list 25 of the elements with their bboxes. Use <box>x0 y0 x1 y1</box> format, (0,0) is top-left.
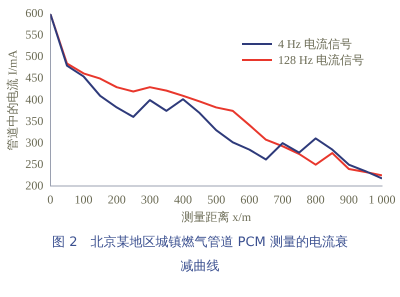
y-tick-label: 200 <box>25 178 44 192</box>
x-tick-label: 1 000 <box>368 192 396 207</box>
y-tick-label: 500 <box>25 49 44 64</box>
x-tick-label: 300 <box>140 192 159 207</box>
x-tick-label: 100 <box>74 192 93 207</box>
y-tick-label: 400 <box>25 92 44 106</box>
y-tick-label: 350 <box>25 114 44 128</box>
x-tick-label: 700 <box>274 192 292 207</box>
y-tick-label: 450 <box>25 70 44 85</box>
y-tick-label: 250 <box>25 156 44 171</box>
x-tick-label: 200 <box>108 192 126 207</box>
y-tick-label: 550 <box>25 28 44 42</box>
x-tick-label: 500 <box>207 192 226 207</box>
x-tick-label: 600 <box>240 192 258 207</box>
x-tick-label: 900 <box>340 192 358 207</box>
y-tick-label: 300 <box>25 135 44 150</box>
legend-label: 4 Hz 电流信号 <box>278 36 352 52</box>
x-axis-title: 测量距离 x/m <box>181 210 252 224</box>
y-axis-title: 管道中的电流 I/mA <box>5 50 20 150</box>
x-tick-label: 0 <box>47 192 54 207</box>
x-tick-label: 400 <box>174 192 192 207</box>
legend-label: 128 Hz 电流信号 <box>278 52 364 68</box>
x-tick-label: 800 <box>306 192 325 207</box>
text: 图 2 北京某地区城镇燃气管道 PCM 测量的电流衰减曲线 <box>51 234 349 276</box>
y-tick-label: 600 <box>25 6 44 20</box>
